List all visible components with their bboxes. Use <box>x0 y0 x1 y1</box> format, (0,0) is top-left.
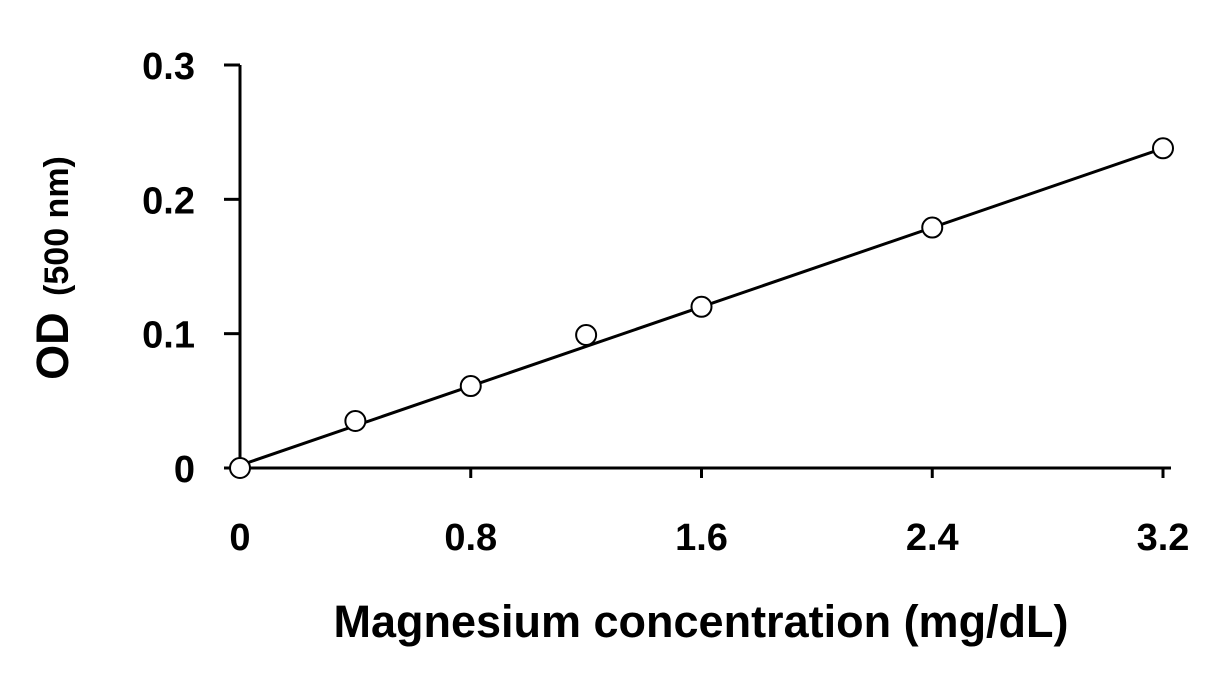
x-tick-label: 0.8 <box>444 517 497 559</box>
x-axis-title: Magnesium concentration (mg/dL) <box>333 596 1068 647</box>
y-ticks: 0 0.1 0.2 0.3 <box>142 46 240 491</box>
data-point <box>575 324 598 347</box>
data-points <box>229 137 1174 479</box>
x-ticks: 0 0.8 1.6 2.4 3.2 <box>229 468 1189 559</box>
y-axis-title-sub: (500 nm) <box>38 156 76 296</box>
plot-area: 0 0.8 1.6 2.4 3.2 0 0.1 0.2 0.3 <box>142 46 1189 559</box>
y-tick-label: 0.2 <box>142 180 195 222</box>
y-axis-title-main: OD <box>27 312 78 380</box>
y-tick-label: 0.1 <box>142 315 195 357</box>
x-tick-label: 0 <box>229 517 250 559</box>
x-tick-label: 3.2 <box>1137 517 1190 559</box>
y-axis-title: OD (500 nm) <box>27 156 78 380</box>
data-point <box>690 295 713 318</box>
data-point <box>344 409 367 432</box>
data-point <box>229 457 251 479</box>
data-point <box>921 216 944 239</box>
x-tick-label: 1.6 <box>675 517 728 559</box>
x-tick-label: 2.4 <box>906 517 959 559</box>
y-tick-label: 0.3 <box>142 46 195 88</box>
data-point <box>459 375 482 398</box>
y-tick-label: 0 <box>174 449 195 491</box>
data-point <box>1152 137 1174 160</box>
